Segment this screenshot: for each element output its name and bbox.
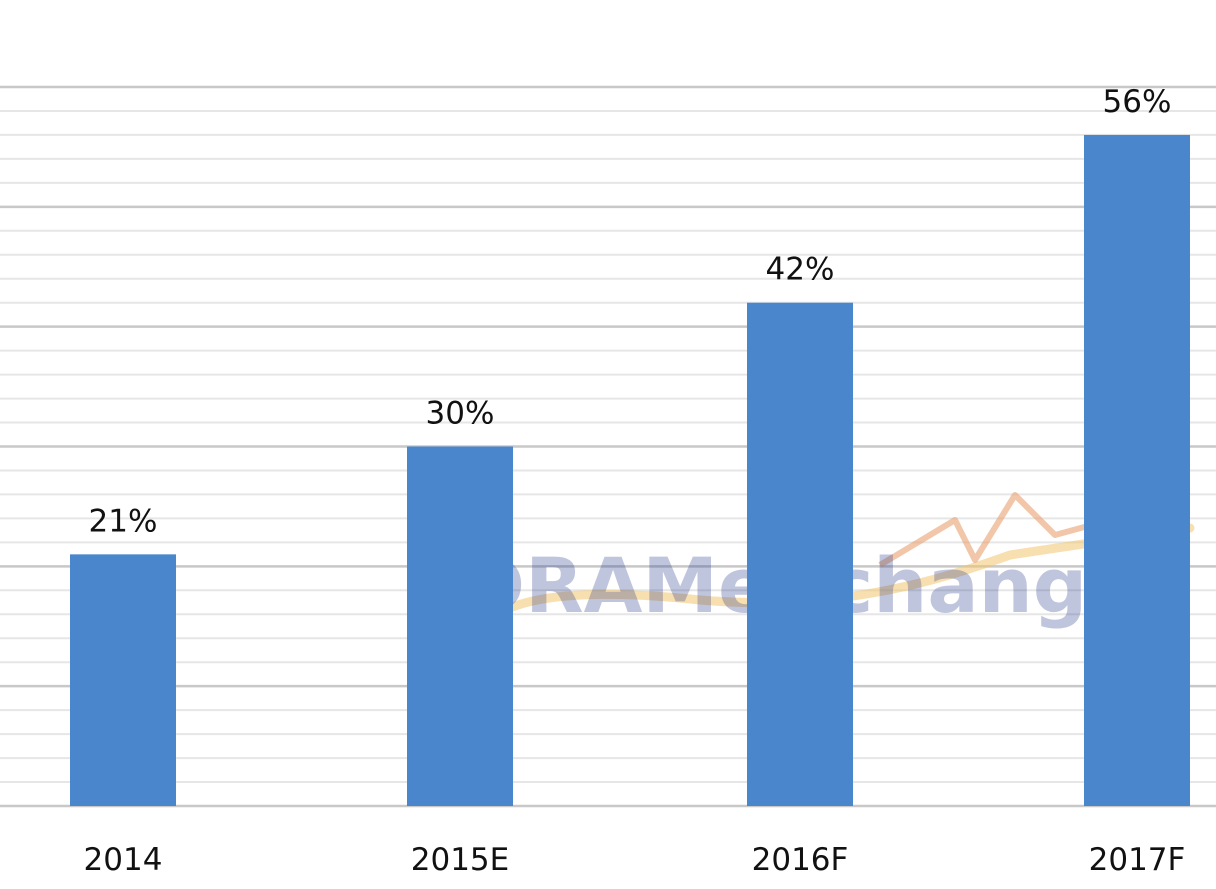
value-label-2014: 21% <box>89 503 158 539</box>
bar-2017f <box>1084 134 1190 806</box>
bars <box>70 134 1190 806</box>
x-tick-labels: 2014 2015E 2016F 2017F <box>84 842 1186 878</box>
x-tick-2017f: 2017F <box>1089 842 1186 878</box>
value-label-2017f: 56% <box>1103 84 1172 120</box>
gridlines <box>0 85 1216 808</box>
bar-2014 <box>70 554 176 806</box>
value-label-2015e: 30% <box>426 396 495 432</box>
bar-2015e <box>407 446 513 806</box>
x-tick-2015e: 2015E <box>411 842 509 878</box>
value-label-2016f: 42% <box>766 252 835 288</box>
bar-2016f <box>747 302 853 806</box>
value-labels: 21% 30% 42% 56% <box>89 84 1172 539</box>
x-tick-2014: 2014 <box>84 842 163 878</box>
x-tick-2016f: 2016F <box>752 842 849 878</box>
